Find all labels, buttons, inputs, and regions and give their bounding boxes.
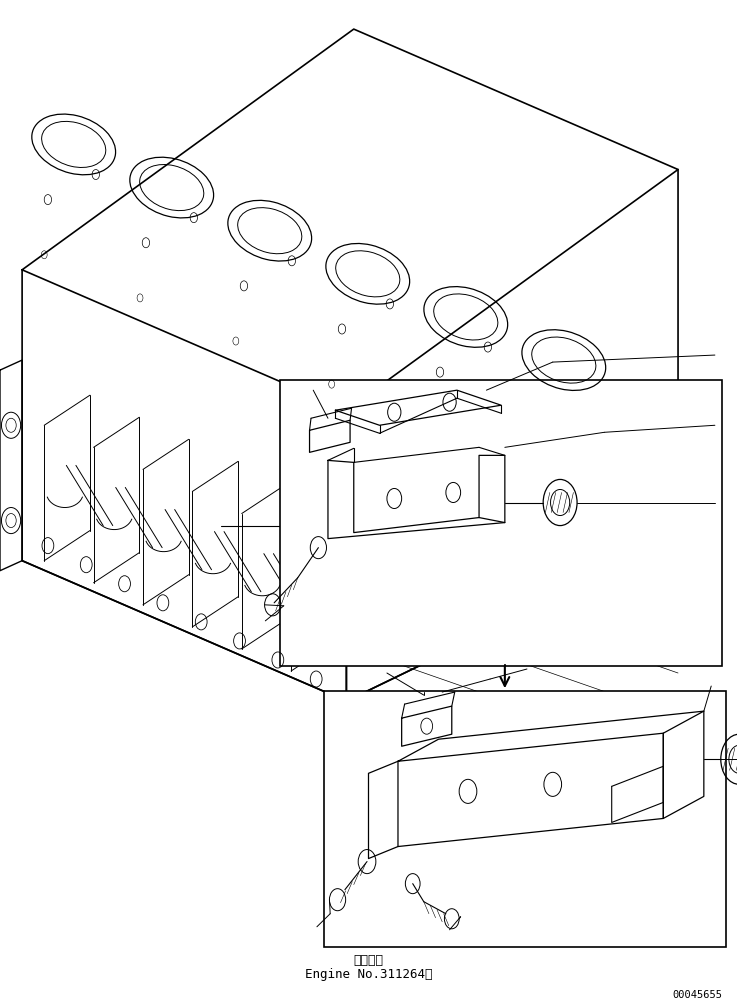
- FancyBboxPatch shape: [280, 381, 722, 666]
- Text: Engine No.311264～: Engine No.311264～: [305, 968, 432, 980]
- Text: 通用号機: 通用号機: [354, 954, 383, 966]
- FancyBboxPatch shape: [324, 691, 726, 947]
- Text: 00045655: 00045655: [672, 989, 722, 999]
